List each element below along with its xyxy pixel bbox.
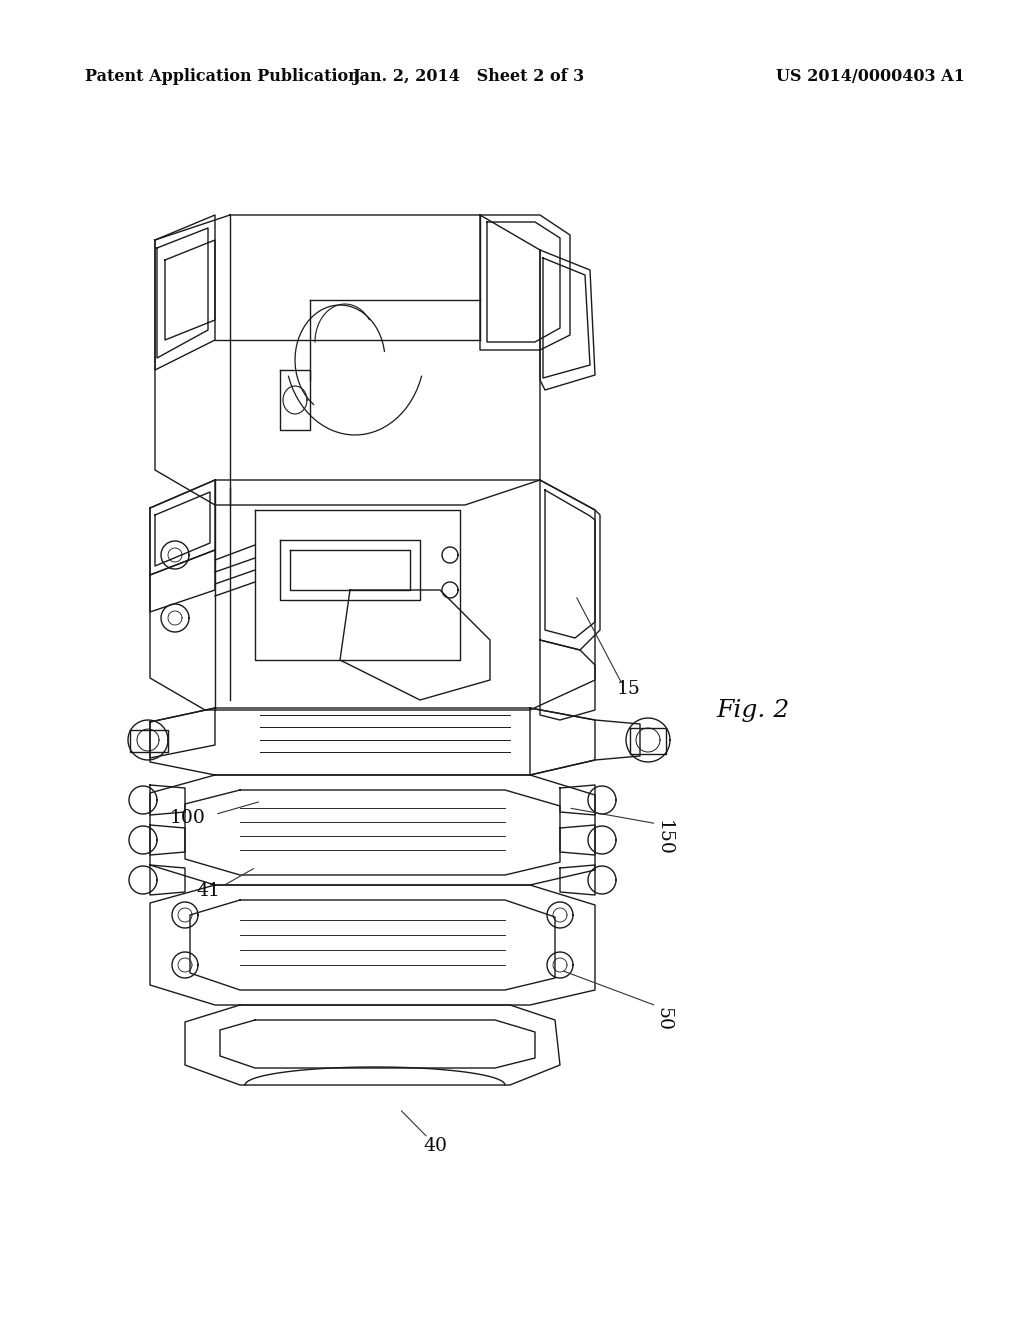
Text: US 2014/0000403 A1: US 2014/0000403 A1	[775, 69, 965, 84]
Text: 40: 40	[423, 1137, 447, 1155]
Text: 150: 150	[654, 820, 673, 857]
Text: 50: 50	[654, 1007, 673, 1031]
Text: 100: 100	[169, 809, 206, 828]
Text: Fig. 2: Fig. 2	[716, 698, 790, 722]
Text: Jan. 2, 2014   Sheet 2 of 3: Jan. 2, 2014 Sheet 2 of 3	[352, 69, 584, 84]
Text: Patent Application Publication: Patent Application Publication	[85, 69, 359, 84]
Text: 15: 15	[616, 680, 641, 698]
Text: 41: 41	[196, 882, 220, 900]
